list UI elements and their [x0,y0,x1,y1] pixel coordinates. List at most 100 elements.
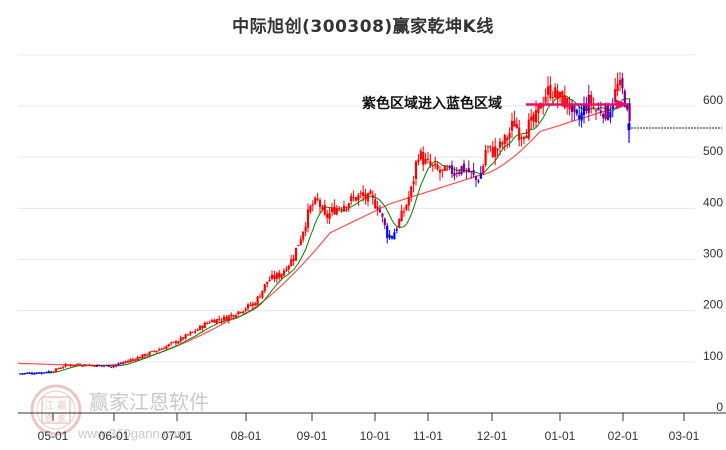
candle [177,340,180,344]
candle [328,207,331,225]
y-axis-labels: 600 500 400 300 200 100 0 [703,93,723,414]
candle [290,254,293,267]
candle [150,350,154,353]
candle [326,209,329,224]
candle [50,370,53,373]
candle [395,226,398,234]
candle [107,364,110,368]
candle [518,119,521,147]
candle [470,170,473,179]
candle [434,156,437,170]
candle [69,364,72,368]
candle [477,179,480,184]
candle [196,328,199,332]
candlesticks [18,71,631,376]
candle [431,164,434,172]
y-tick-label: 500 [703,144,723,158]
candle [263,283,266,294]
candle [167,343,170,348]
candle [270,270,274,281]
candle [316,192,319,202]
candle [218,315,221,323]
candle [165,345,168,350]
candle [570,99,574,122]
candle [338,206,341,211]
candle [611,98,614,118]
candle [129,358,132,363]
candle [482,163,485,175]
candle [371,190,374,205]
candle [501,140,504,149]
candle [162,346,166,350]
x-tick-label: 12-01 [477,429,508,443]
candle [57,367,60,370]
candle [345,206,348,212]
candle [410,185,413,202]
candle [191,331,194,333]
candle [460,165,463,176]
candle [436,161,439,171]
candle [42,372,46,374]
candle [628,98,631,127]
candle [383,217,386,230]
candle [364,188,367,205]
candle [287,264,290,274]
y-tick-label: 100 [703,349,723,363]
candle [213,318,216,323]
candle [33,372,36,375]
x-tick-label: 06-01 [99,429,130,443]
candle [306,203,310,233]
candle [472,162,475,178]
candle [206,321,209,325]
candle [225,314,228,321]
candle [590,90,593,114]
candle [508,127,511,148]
candle [388,229,391,240]
candle [292,254,295,266]
candle [398,217,401,229]
candle [40,372,43,375]
candle [170,341,173,346]
candle [18,373,22,375]
candle [455,167,458,178]
candle [458,168,461,177]
candle [146,353,149,357]
candle [347,202,350,212]
candle [186,334,190,336]
x-tick-label: 09-01 [297,429,328,443]
candle [496,147,499,159]
candle [309,204,312,214]
candle [575,108,578,117]
candle [453,166,456,181]
y-tick-label: 300 [703,247,723,261]
candle [47,370,50,374]
candle [594,108,598,121]
candle [530,109,533,130]
candle [23,372,26,375]
candle [273,270,276,283]
candle [184,333,187,340]
candle [354,196,358,202]
candle [95,364,98,367]
candle [71,365,74,367]
candle [297,244,300,247]
candle [122,361,125,365]
candle [429,153,432,168]
candle [627,122,631,143]
candle [282,268,286,277]
candle [232,314,235,318]
candle [64,362,67,368]
candle [78,362,82,366]
candle [256,295,259,308]
candle [208,320,211,324]
candle [522,135,526,145]
x-tick-label: 05-01 [38,429,69,443]
candle [251,301,254,310]
candle [153,350,156,353]
candle [134,358,137,362]
candle [618,71,622,92]
candle [311,200,314,212]
candle [83,363,86,367]
candle [76,363,79,366]
candle [110,366,113,369]
